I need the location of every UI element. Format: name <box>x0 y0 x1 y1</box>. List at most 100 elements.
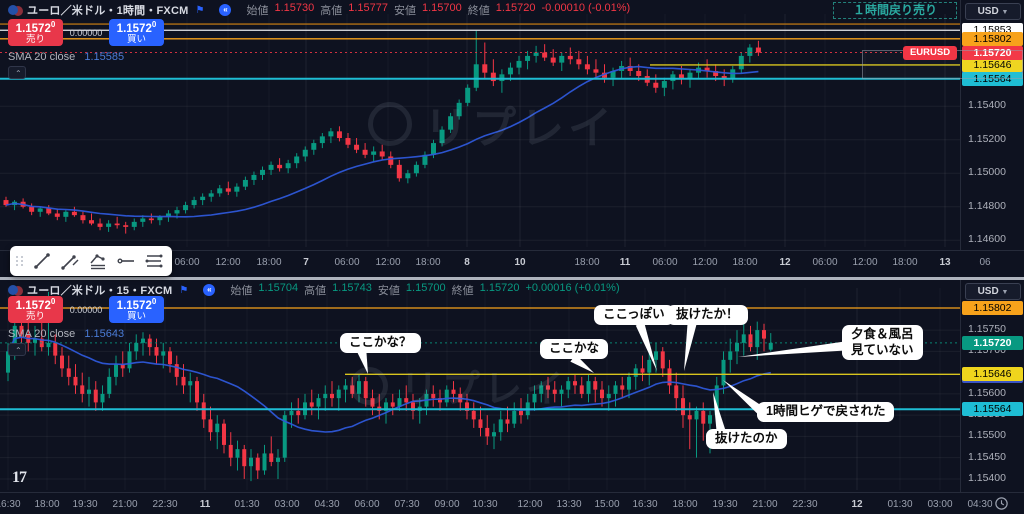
indicator-row[interactable]: SMA 20 close 1.15643 <box>8 328 124 340</box>
collapse-panel-button[interactable]: ⌃ <box>8 343 26 356</box>
text-note-drawing[interactable]: １時間戻り売り <box>833 2 957 19</box>
candlestick-chart-15m[interactable] <box>0 288 960 490</box>
time-tick-label: 13 <box>939 257 951 268</box>
buy-button[interactable]: 1.15720 買い <box>109 19 164 46</box>
candlestick-chart-1h[interactable] <box>0 14 960 247</box>
open-value: 1.15704 <box>258 282 299 294</box>
ohlc-readout: 始値 1.15704 高値 1.15743 安値 1.15700 終値 1.15720 … <box>230 282 619 298</box>
time-tick-label: 19:30 <box>72 499 98 510</box>
toolbar-drag-handle[interactable] <box>16 256 24 266</box>
chart-panel-1h: リプレイ ユーロ／米ドル・1時間・FXCM ⚑ « 始値 1.15730 高値 1.… <box>0 0 1024 278</box>
chart-panel-15m: リプレイ ユーロ／米ドル・15・FXCM ⚑ « 始値 1.15704 高値 1.1… <box>0 280 1024 514</box>
horizontal-ray-tool-icon[interactable] <box>114 249 138 273</box>
price-tick-label: 1.14600 <box>968 233 1006 246</box>
time-tick-label: 16:30 <box>0 499 21 510</box>
chevron-down-icon: ▼ <box>1001 289 1009 296</box>
time-tick-label: 04:30 <box>967 499 993 510</box>
price-tick-label: 1.15450 <box>968 450 1006 463</box>
symbol-title[interactable]: ユーロ／米ドル・15・FXCM <box>27 285 173 297</box>
sma-value: 1.15585 <box>84 51 125 63</box>
price-tick-label: 1.15750 <box>968 323 1006 336</box>
flag-icon[interactable]: ⚑ <box>195 4 205 16</box>
clock-icon[interactable] <box>994 496 1009 511</box>
buy-button[interactable]: 1.15720 買い <box>109 296 164 323</box>
time-tick-label: 06:00 <box>812 257 838 268</box>
chevron-down-icon: ▼ <box>1001 9 1009 16</box>
parallel-levels-tool-icon[interactable] <box>142 249 166 273</box>
price-tick-label: 1.15600 <box>968 386 1006 399</box>
low-label: 安値 <box>393 5 416 17</box>
fib-retracement-tool-icon[interactable] <box>86 249 110 273</box>
replay-jump-icon[interactable]: « <box>219 4 232 16</box>
level-price-label: 1.15646 <box>962 367 1023 382</box>
close-label: 終値 <box>451 285 474 297</box>
time-tick-label: 18:00 <box>672 499 698 510</box>
change-value: -0.00010 (-0.01%) <box>541 2 631 14</box>
time-tick-label: 01:30 <box>887 499 913 510</box>
annotation-bubble[interactable]: ここかな？ <box>340 333 421 353</box>
annotation-bubble[interactable]: 抜けたか！ <box>667 305 748 325</box>
time-tick-label: 11 <box>619 257 631 268</box>
price-axis-1h[interactable]: USD ▼ 1.15400 1.15200 1.15000 1.14800 1.1460… <box>960 0 1024 250</box>
high-label: 高値 <box>320 5 343 17</box>
panel-divider[interactable] <box>0 277 1024 280</box>
indicator-row[interactable]: SMA 20 close 1.15585 <box>8 51 124 63</box>
currency-pair-icon <box>8 4 23 16</box>
time-tick-label: 03:00 <box>927 499 953 510</box>
time-tick-label: 22:30 <box>792 499 818 510</box>
annotation-bubble[interactable]: 夕食＆風呂 見ていない <box>842 325 923 361</box>
high-value: 1.15743 <box>332 282 372 294</box>
close-label: 終値 <box>467 5 490 17</box>
time-tick-label: 18:00 <box>574 257 600 268</box>
replay-jump-icon[interactable]: « <box>203 284 216 296</box>
time-tick-label: 19:30 <box>712 499 738 510</box>
symbol-header: ユーロ／米ドル・1時間・FXCM ⚑ « 始値 1.15730 高値 1.15777… <box>8 2 630 18</box>
close-value: 1.15720 <box>495 2 536 14</box>
trend-line-tool-icon[interactable] <box>30 249 54 273</box>
time-tick-label: 21:00 <box>112 499 138 510</box>
price-tick-label: 1.14800 <box>968 199 1006 212</box>
symbol-title[interactable]: ユーロ／米ドル・1時間・FXCM <box>27 5 189 17</box>
symbol-header: ユーロ／米ドル・15・FXCM ⚑ « 始値 1.15704 高値 1.15743 … <box>8 282 620 298</box>
currency-pair-icon <box>8 284 23 296</box>
ohlc-readout: 始値 1.15730 高値 1.15777 安値 1.15700 終値 1.15720 … <box>246 2 630 18</box>
time-tick-label: 21:00 <box>752 499 778 510</box>
time-tick-label: 10:30 <box>472 499 498 510</box>
high-label: 高値 <box>304 285 327 297</box>
tradingview-logo[interactable]: 17 <box>12 469 27 486</box>
annotation-bubble[interactable]: 1時間ヒゲで戻された <box>757 402 895 422</box>
time-axis-15m[interactable]: 16:30 18:00 19:30 21:00 22:30 11 01:30 03:00 04:… <box>0 492 1024 514</box>
spread-value: 0.00000 <box>69 27 103 38</box>
time-tick-label: 12:00 <box>375 257 401 268</box>
time-tick-label: 10 <box>514 257 526 268</box>
sell-button[interactable]: 1.15720 売り <box>8 19 63 46</box>
annotation-bubble[interactable]: ここかな <box>540 339 609 359</box>
collapse-panel-button[interactable]: ⌃ <box>8 66 26 79</box>
sma-label: SMA 20 close <box>8 51 76 63</box>
open-label: 始値 <box>246 5 269 17</box>
sell-button[interactable]: 1.15720 売り <box>8 296 63 323</box>
change-value: +0.00016 (+0.01%) <box>525 282 620 294</box>
time-tick-label: 13:30 <box>556 499 582 510</box>
time-tick-label: 12:00 <box>517 499 543 510</box>
time-tick-label: 12:00 <box>692 257 718 268</box>
time-tick-label: 18:00 <box>415 257 441 268</box>
currency-unit-dropdown[interactable]: USD ▼ <box>965 283 1021 300</box>
annotation-bubble[interactable]: 抜けたのか <box>706 429 787 449</box>
info-line-tool-icon[interactable] <box>58 249 82 273</box>
level-price-label: 1.15646 <box>962 57 1023 72</box>
price-axis-15m[interactable]: USD ▼ 1.157501.157001.156001.155501.1550… <box>960 280 1024 492</box>
annotation-bubble[interactable]: ここっぽい <box>594 305 674 325</box>
trade-buttons: 1.15720 売り 0.00000 1.15720 買い <box>8 19 164 46</box>
time-tick-label: 22:30 <box>152 499 178 510</box>
open-label: 始値 <box>230 285 253 297</box>
level-price-label: 1.15802 <box>962 300 1023 315</box>
high-value: 1.15777 <box>348 2 388 14</box>
time-tick-label: 18:00 <box>256 257 282 268</box>
flag-icon[interactable]: ⚑ <box>179 284 189 296</box>
symbol-price-badge: EURUSD <box>903 45 957 60</box>
time-tick-label: 12 <box>851 499 863 510</box>
sma-label: SMA 20 close <box>8 328 76 340</box>
currency-unit-dropdown[interactable]: USD ▼ <box>965 3 1021 20</box>
